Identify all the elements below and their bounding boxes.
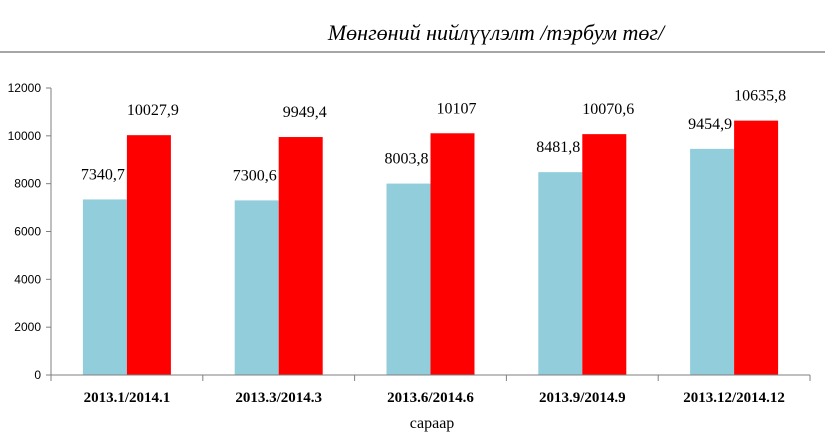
bar-series-1	[690, 148, 735, 375]
bar-series-2	[278, 137, 323, 375]
y-tick-label: 10000	[8, 129, 42, 143]
data-label-series-1: 7340,7	[81, 166, 125, 183]
bar-series-2	[582, 134, 627, 375]
y-tick-label: 12000	[8, 81, 42, 95]
chart-title: Мөнгөний нийлүүлэлт /тэрбум төг/	[327, 20, 666, 45]
data-label-series-1: 9454,9	[688, 116, 732, 133]
y-tick-label: 0	[34, 368, 41, 382]
data-label-series-2: 10635,8	[734, 88, 786, 105]
data-label-series-2: 9949,4	[283, 104, 327, 121]
data-labels: 7340,7 10027,9 7300,6 9949,4 8003,8 10107 8481…	[81, 88, 786, 185]
data-label-series-2: 10107	[437, 100, 477, 117]
y-tick-label: 2000	[14, 320, 41, 334]
bar-series-2	[126, 135, 171, 375]
x-axis: 2013.1/2014.1 2013.3/2014.3 2013.6/2014.6 2…	[50, 374, 811, 406]
data-label-series-2: 10027,9	[127, 102, 179, 119]
y-axis: 0 2000 4000 6000 8000 10000 12000	[8, 81, 52, 382]
data-label-series-1: 8481,8	[536, 139, 580, 156]
y-tick-label: 4000	[14, 272, 41, 286]
data-label-series-1: 8003,8	[385, 151, 429, 168]
bar-series-1	[234, 200, 279, 375]
data-label-series-1: 7300,6	[233, 167, 277, 184]
bar-series-1	[386, 183, 431, 375]
bar-series-1	[538, 172, 583, 375]
data-label-series-2: 10070,6	[582, 101, 634, 118]
x-axis-label: сараар	[410, 415, 455, 432]
x-tick-label: 2013.12/2014.12	[683, 390, 785, 406]
x-tick-label: 2013.3/2014.3	[235, 390, 322, 406]
x-tick-label: 2013.6/2014.6	[387, 390, 474, 406]
bars	[82, 120, 779, 376]
bar-series-2	[734, 120, 779, 376]
bar-series-1	[82, 199, 127, 375]
bar-series-2	[430, 133, 475, 375]
x-tick-label: 2013.9/2014.9	[539, 390, 626, 406]
y-tick-label: 6000	[14, 225, 41, 239]
x-tick-label: 2013.1/2014.1	[84, 390, 171, 406]
y-tick-label: 8000	[14, 177, 41, 191]
